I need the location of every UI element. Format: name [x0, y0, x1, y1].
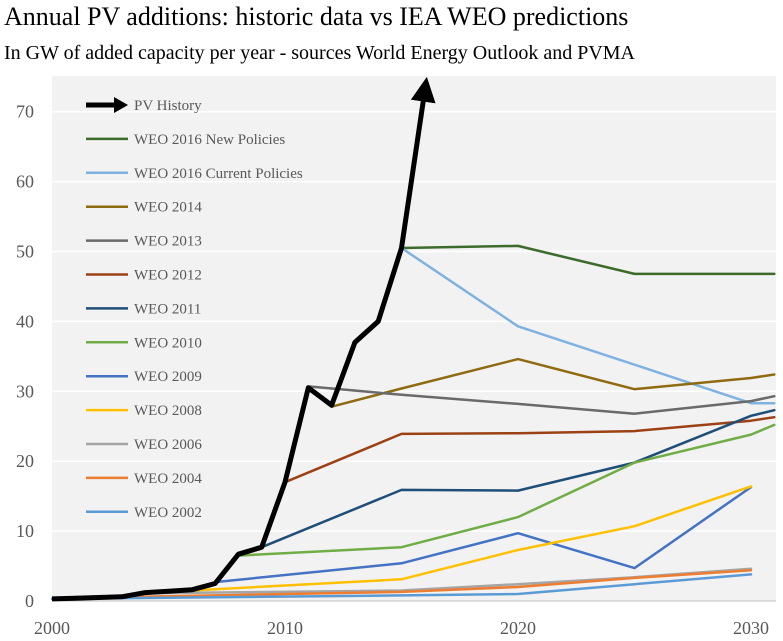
y-tick-label-70: 70 — [16, 102, 34, 122]
series-line-pv-history — [51, 76, 436, 602]
legend-label-weo-2002: WEO 2002 — [134, 505, 202, 521]
x-tick-label-2030: 2030 — [733, 618, 769, 638]
series-line-weo-2016-current-policies — [400, 246, 776, 405]
y-tick-label-0: 0 — [25, 591, 34, 611]
series-line-weo-2010 — [237, 423, 776, 557]
legend-arrow-pv-history — [114, 97, 128, 113]
y-tick-label-40: 40 — [16, 311, 34, 331]
legend-label-weo-2012: WEO 2012 — [134, 268, 202, 284]
legend-label-weo-2009: WEO 2009 — [134, 369, 202, 385]
legend: PV History WEO 2016 New Policies WEO 2016 … — [86, 97, 303, 521]
y-tick-label-10: 10 — [16, 521, 34, 541]
legend-label-weo-2004: WEO 2004 — [134, 471, 202, 487]
legend-label-weo-2014: WEO 2014 — [134, 200, 202, 216]
x-tick-label-2020: 2020 — [500, 618, 536, 638]
series-line-weo-2009 — [213, 485, 753, 584]
legend-label-weo-2016-new-policies: WEO 2016 New Policies — [134, 132, 285, 148]
y-tick-label-20: 20 — [16, 451, 34, 471]
series-line-weo-2012 — [283, 415, 776, 484]
series-line-weo-2002 — [50, 573, 753, 601]
chart-title: Annual PV additions: historic data vs IE… — [4, 2, 629, 31]
chart-subtitle: In GW of added capacity per year - sourc… — [4, 42, 635, 64]
y-tick-label-60: 60 — [16, 172, 34, 192]
series-line-weo-2004 — [97, 568, 753, 599]
legend-label-weo-2010: WEO 2010 — [134, 335, 202, 351]
series-line-weo-2013 — [307, 385, 776, 415]
series-line-weo-2011 — [260, 408, 776, 549]
series-line-weo-2008 — [190, 485, 753, 592]
legend-label-weo-2006: WEO 2006 — [134, 437, 202, 453]
legend-label-weo-2011: WEO 2011 — [134, 301, 201, 317]
x-tick-label-2000: 2000 — [34, 618, 70, 638]
legend-label-weo-2008: WEO 2008 — [134, 403, 202, 419]
y-tick-label-30: 30 — [16, 381, 34, 401]
series-line-weo-2014 — [330, 357, 776, 408]
legend-label-weo-2016-current-policies: WEO 2016 Current Policies — [134, 166, 303, 182]
x-tick-label-2010: 2010 — [267, 618, 303, 638]
series-line-weo-2016-new-policies — [400, 244, 776, 276]
legend-label-weo-2013: WEO 2013 — [134, 234, 202, 250]
y-tick-label-50: 50 — [16, 242, 34, 262]
legend-label-pv-history: PV History — [134, 98, 202, 114]
